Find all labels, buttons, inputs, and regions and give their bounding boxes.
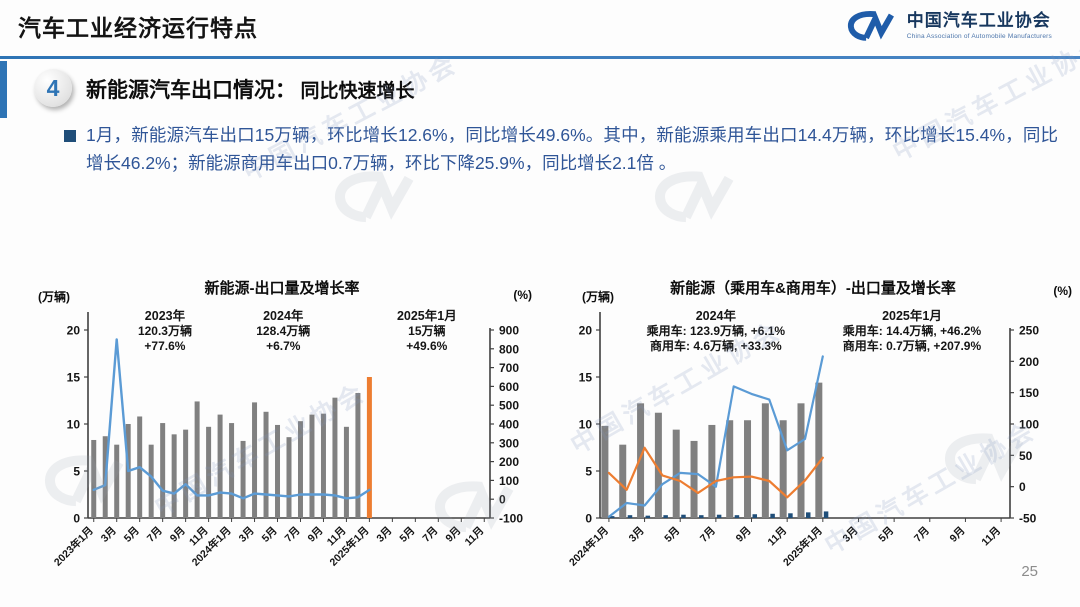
chart-title-left: 新能源-出口量及增长率 — [204, 280, 360, 297]
svg-text:+49.6%: +49.6% — [406, 339, 447, 353]
header-divider — [0, 56, 1080, 59]
svg-text:9月: 9月 — [948, 525, 968, 545]
svg-text:9月: 9月 — [306, 525, 326, 545]
page-title: 汽车工业经济运行特点 — [18, 15, 258, 41]
svg-text:5: 5 — [585, 465, 592, 479]
nev-export-by-type-chart: 新能源（乘用车&商用车）-出口量及增长率 (万辆) (%) 0 5 10 15 20 25… — [552, 276, 1074, 598]
svg-text:3月: 3月 — [374, 525, 394, 545]
svg-text:7月: 7月 — [420, 525, 440, 545]
svg-text:2025年1月: 2025年1月 — [397, 308, 457, 323]
right-axis-unit-label: (%) — [1053, 284, 1072, 298]
svg-text:0: 0 — [499, 493, 506, 507]
nev-export-by-type-chart-canvas: 0 5 10 15 20 250 200 150 100 50 0 -50 2024年1月 3月 5月 7月 9… — [566, 308, 1039, 569]
svg-text:2024年1月: 2024年1月 — [566, 524, 611, 569]
svg-text:150: 150 — [1019, 386, 1039, 400]
svg-text:20: 20 — [67, 324, 81, 338]
svg-text:11月: 11月 — [463, 525, 487, 549]
svg-text:7月: 7月 — [698, 525, 718, 545]
svg-text:700: 700 — [499, 361, 519, 375]
svg-text:300: 300 — [499, 436, 519, 450]
svg-text:11月: 11月 — [766, 525, 790, 549]
svg-text:900: 900 — [499, 324, 519, 338]
chart-title-right: 新能源（乘用车&商用车）-出口量及增长率 — [670, 280, 956, 297]
svg-text:200: 200 — [1019, 355, 1039, 369]
svg-text:0: 0 — [73, 512, 80, 526]
svg-text:3月: 3月 — [627, 525, 647, 545]
svg-text:9月: 9月 — [443, 525, 463, 545]
section-heading-sub: 同比快速增长 — [300, 81, 415, 102]
left-axis-unit-label: (万辆) — [582, 290, 614, 304]
svg-text:15: 15 — [67, 371, 81, 385]
svg-text:2024年: 2024年 — [263, 308, 304, 323]
svg-text:2025年1月: 2025年1月 — [780, 524, 825, 569]
caam-logo: 中国汽车工业协会 China Association of Automobile… — [845, 8, 1052, 44]
svg-text:10: 10 — [579, 418, 593, 432]
svg-text:商用车: 0.7万辆, +207.9%: 商用车: 0.7万辆, +207.9% — [843, 338, 982, 353]
svg-text:10: 10 — [67, 418, 81, 432]
svg-text:5: 5 — [73, 465, 80, 479]
svg-text:15万辆: 15万辆 — [408, 323, 445, 338]
svg-text:11月: 11月 — [979, 525, 1003, 549]
svg-text:3月: 3月 — [99, 525, 119, 545]
svg-text:5月: 5月 — [876, 525, 896, 545]
left-axis-unit-label: (万辆) — [38, 290, 70, 304]
svg-text:100: 100 — [499, 474, 519, 488]
bullet-square-icon — [64, 130, 76, 142]
svg-text:120.3万辆: 120.3万辆 — [138, 323, 192, 338]
page-number: 25 — [1021, 563, 1038, 580]
svg-text:+77.6%: +77.6% — [144, 339, 185, 353]
svg-text:0: 0 — [1019, 480, 1026, 494]
svg-text:3月: 3月 — [237, 525, 257, 545]
svg-text:7月: 7月 — [283, 525, 303, 545]
section-number-badge: 4 — [34, 69, 72, 107]
nev-export-total-chart-canvas: 0 5 10 15 20 900 800 700 600 500 400 300 200 100 0 -100… — [51, 308, 523, 569]
svg-text:600: 600 — [499, 380, 519, 394]
svg-text:128.4万辆: 128.4万辆 — [256, 323, 310, 338]
svg-text:3月: 3月 — [841, 525, 861, 545]
body-paragraph: 1月，新能源汽车出口15万辆，环比增长12.6%，同比增长49.6%。其中，新能… — [86, 125, 1058, 174]
svg-text:2025年1月: 2025年1月 — [882, 308, 942, 323]
svg-text:-100: -100 — [499, 512, 523, 526]
section-heading: 新能源汽车出口情况： 同比快速增长 — [86, 74, 414, 104]
right-axis-unit-label: (%) — [513, 288, 532, 302]
svg-text:5月: 5月 — [260, 525, 280, 545]
svg-text:乘用车: 14.4万辆, +46.2%: 乘用车: 14.4万辆, +46.2% — [842, 323, 982, 338]
svg-text:400: 400 — [499, 418, 519, 432]
svg-text:20: 20 — [579, 324, 593, 338]
nev-export-total-chart: 新能源-出口量及增长率 (万辆) (%) 0 5 10 15 20 900 800 700 60… — [28, 276, 536, 598]
left-accent-stripe — [0, 61, 7, 118]
svg-text:0: 0 — [585, 512, 592, 526]
svg-text:250: 250 — [1019, 324, 1039, 338]
svg-text:50: 50 — [1019, 449, 1033, 463]
svg-text:乘用车: 123.9万辆, +6.1%: 乘用车: 123.9万辆, +6.1% — [646, 323, 786, 338]
svg-text:商用车: 4.6万辆, +33.3%: 商用车: 4.6万辆, +33.3% — [650, 338, 782, 353]
svg-text:9月: 9月 — [168, 525, 188, 545]
svg-text:15: 15 — [579, 371, 593, 385]
svg-text:5月: 5月 — [122, 525, 142, 545]
svg-text:5月: 5月 — [397, 525, 417, 545]
svg-text:9月: 9月 — [734, 525, 754, 545]
svg-text:100: 100 — [1019, 418, 1039, 432]
svg-text:7月: 7月 — [145, 525, 165, 545]
svg-text:5月: 5月 — [662, 525, 682, 545]
svg-text:800: 800 — [499, 342, 519, 356]
logo-org-name: 中国汽车工业协会 — [906, 11, 1051, 31]
svg-text:-50: -50 — [1019, 512, 1037, 526]
svg-text:200: 200 — [499, 455, 519, 469]
svg-text:+6.7%: +6.7% — [266, 339, 301, 353]
svg-text:7月: 7月 — [912, 525, 932, 545]
svg-text:500: 500 — [499, 399, 519, 413]
svg-text:2023年1月: 2023年1月 — [51, 524, 96, 569]
section-number: 4 — [46, 74, 60, 101]
caam-cm-icon — [847, 10, 894, 41]
section-heading-main: 新能源汽车出口情况： — [86, 79, 296, 102]
svg-text:2023年: 2023年 — [145, 308, 186, 323]
logo-org-name-en: China Association of Automobile Manufact… — [906, 32, 1052, 40]
svg-text:2024年: 2024年 — [696, 308, 737, 323]
